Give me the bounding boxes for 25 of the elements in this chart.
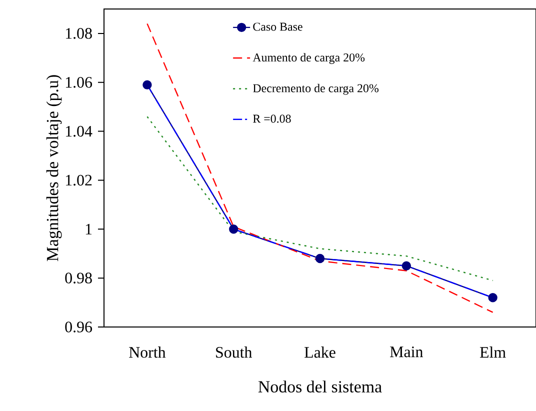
x-tick-label: Elm <box>480 346 506 358</box>
x-tick-label: North <box>129 346 166 358</box>
legend-label: Decremento de carga 20% <box>253 84 378 95</box>
point <box>402 261 411 270</box>
y-tick-label: 1.02 <box>66 174 92 186</box>
x-tick-label: Main <box>390 346 423 358</box>
point <box>229 224 238 234</box>
point <box>488 293 498 302</box>
y-tick-label: 1.06 <box>66 76 92 88</box>
y-tick-label: 0.96 <box>65 322 92 332</box>
point <box>315 254 325 264</box>
x-axis-title: Nodos del sistema <box>258 380 382 392</box>
y-tick-label: 1.08 <box>66 28 92 39</box>
x-tick-label: Lake <box>304 346 336 358</box>
y-axis-title: Magnitudes de voltaje (p.u) <box>46 75 62 262</box>
legend-label: Aumento de carga 20% <box>252 53 365 64</box>
point <box>142 80 152 90</box>
y-tick-label: 1 <box>86 224 92 234</box>
line-series <box>146 116 494 282</box>
legend-label: R =0.08 <box>253 114 291 123</box>
y-tick-label: 0.98 <box>65 272 92 284</box>
line-series <box>146 23 494 313</box>
x-tick-label: South <box>216 346 252 358</box>
legend-label: Caso Base <box>253 22 302 31</box>
y-tick-label: 1.04 <box>66 126 92 137</box>
